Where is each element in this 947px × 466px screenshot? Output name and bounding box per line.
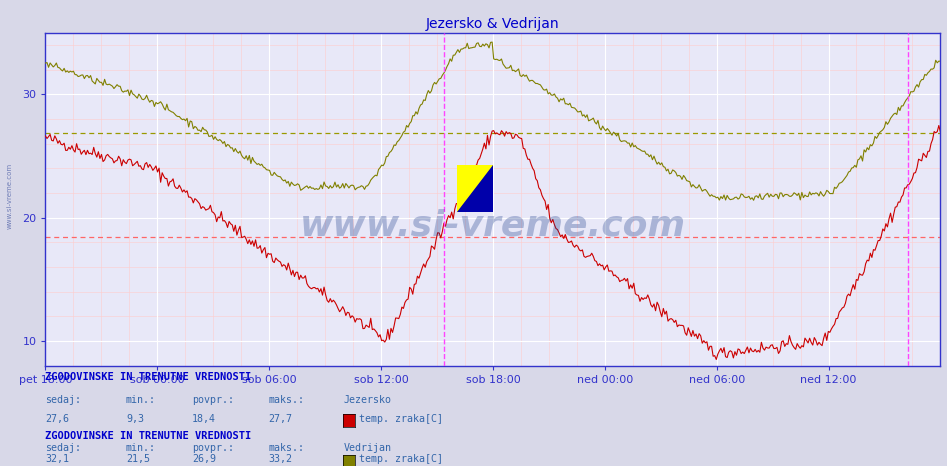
- Text: povpr.:: povpr.:: [192, 395, 234, 405]
- Text: maks.:: maks.:: [268, 395, 304, 405]
- Text: 33,2: 33,2: [268, 454, 292, 464]
- Text: povpr.:: povpr.:: [192, 443, 234, 453]
- Polygon shape: [457, 165, 493, 212]
- Text: sedaj:: sedaj:: [45, 443, 81, 453]
- Text: temp. zraka[C]: temp. zraka[C]: [359, 454, 443, 464]
- Text: min.:: min.:: [126, 443, 156, 453]
- Text: temp. zraka[C]: temp. zraka[C]: [359, 414, 443, 424]
- Text: maks.:: maks.:: [268, 443, 304, 453]
- Text: 18,4: 18,4: [192, 414, 216, 424]
- Title: Jezersko & Vedrijan: Jezersko & Vedrijan: [426, 17, 560, 31]
- Text: www.si-vreme.com: www.si-vreme.com: [300, 209, 686, 243]
- Text: Jezersko: Jezersko: [344, 395, 392, 405]
- Text: 26,9: 26,9: [192, 454, 216, 464]
- Text: 21,5: 21,5: [126, 454, 150, 464]
- Text: www.si-vreme.com: www.si-vreme.com: [7, 163, 12, 229]
- Text: 32,1: 32,1: [45, 454, 69, 464]
- Text: ZGODOVINSKE IN TRENUTNE VREDNOSTI: ZGODOVINSKE IN TRENUTNE VREDNOSTI: [45, 431, 252, 441]
- Text: 9,3: 9,3: [126, 414, 144, 424]
- Text: ZGODOVINSKE IN TRENUTNE VREDNOSTI: ZGODOVINSKE IN TRENUTNE VREDNOSTI: [45, 372, 252, 382]
- Text: Vedrijan: Vedrijan: [344, 443, 392, 453]
- Text: min.:: min.:: [126, 395, 156, 405]
- Text: 27,6: 27,6: [45, 414, 69, 424]
- Bar: [457, 165, 475, 212]
- Text: 27,7: 27,7: [268, 414, 292, 424]
- Bar: [475, 165, 493, 212]
- Polygon shape: [457, 165, 493, 212]
- Text: sedaj:: sedaj:: [45, 395, 81, 405]
